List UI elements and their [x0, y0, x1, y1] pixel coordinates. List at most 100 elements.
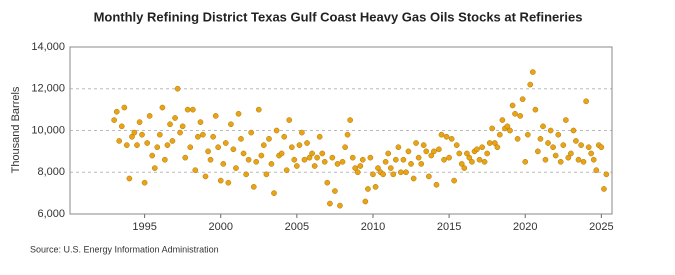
data-point: [268, 161, 275, 167]
x-tick-label: 2020: [513, 221, 537, 233]
data-point: [195, 133, 201, 140]
data-point: [466, 154, 473, 161]
data-point: [423, 148, 430, 155]
data-point: [464, 150, 470, 157]
data-point: [527, 81, 534, 88]
data-point: [296, 142, 303, 148]
data-point: [172, 115, 178, 121]
data-point: [255, 106, 262, 113]
data-point: [187, 144, 194, 151]
data-point: [448, 136, 455, 142]
data-point: [167, 121, 173, 128]
y-tick-label: 10,000: [31, 124, 65, 136]
data-point: [263, 171, 270, 178]
data-point: [514, 136, 521, 142]
data-point: [481, 158, 488, 165]
data-point: [563, 117, 569, 123]
data-point: [230, 146, 237, 153]
data-point: [375, 165, 381, 171]
data-point: [542, 156, 549, 163]
data-point: [220, 161, 227, 167]
data-point: [380, 171, 387, 178]
data-point: [560, 142, 567, 148]
data-point: [461, 165, 468, 171]
data-point: [179, 123, 186, 130]
data-point: [573, 138, 579, 144]
data-point: [443, 133, 450, 140]
data-point: [593, 167, 600, 174]
data-point: [311, 163, 318, 169]
data-point: [372, 184, 379, 190]
data-point: [200, 131, 206, 138]
data-point: [453, 142, 460, 148]
data-point: [578, 142, 584, 148]
data-point: [598, 144, 605, 151]
data-point: [258, 152, 265, 159]
data-point: [253, 158, 260, 165]
data-point: [121, 104, 128, 111]
data-point: [281, 133, 288, 140]
data-point: [228, 121, 234, 128]
data-point: [433, 181, 440, 188]
data-point: [136, 119, 143, 126]
data-point: [585, 144, 592, 151]
data-point: [474, 146, 480, 153]
data-point: [509, 102, 516, 109]
data-point: [504, 123, 511, 130]
source-note: Source: U.S. Energy Information Administ…: [30, 244, 219, 254]
data-point: [451, 177, 457, 184]
data-point: [159, 104, 166, 111]
data-point: [479, 144, 485, 151]
data-point: [266, 136, 272, 142]
data-point: [271, 190, 277, 196]
data-point: [507, 127, 513, 134]
data-point: [156, 131, 163, 138]
data-point: [550, 144, 556, 151]
data-point: [273, 127, 280, 134]
data-point: [215, 144, 221, 151]
data-point: [588, 150, 594, 157]
x-tick-label: 2000: [208, 221, 232, 233]
data-point: [524, 131, 531, 138]
data-point: [288, 144, 295, 151]
data-point: [207, 156, 214, 163]
data-point: [141, 179, 148, 186]
data-point: [446, 154, 452, 161]
data-point: [517, 113, 524, 119]
data-point: [535, 148, 541, 155]
data-point: [395, 144, 402, 151]
data-point: [250, 184, 257, 190]
data-point: [441, 156, 447, 163]
data-point: [529, 69, 536, 75]
data-point: [319, 150, 326, 157]
data-point: [545, 140, 551, 146]
data-point: [410, 175, 417, 182]
data-point: [583, 98, 589, 105]
data-point: [496, 131, 503, 138]
data-point: [222, 140, 229, 146]
data-point: [248, 129, 255, 136]
data-point: [321, 158, 328, 165]
data-point: [354, 169, 361, 176]
data-point: [557, 158, 564, 165]
data-point: [476, 156, 483, 163]
plot-frame: [69, 46, 613, 215]
data-point: [489, 125, 496, 132]
data-point: [428, 152, 435, 159]
data-point: [522, 158, 529, 165]
data-point: [405, 148, 412, 155]
data-point: [151, 165, 158, 171]
data-point: [413, 140, 419, 146]
data-point: [392, 156, 399, 163]
data-point: [126, 175, 133, 182]
data-point: [415, 154, 422, 161]
data-point: [590, 156, 597, 163]
x-tick-label: 2025: [589, 221, 613, 233]
data-point: [565, 154, 572, 161]
data-point: [403, 169, 409, 176]
data-point: [260, 142, 267, 148]
data-point: [491, 140, 498, 146]
data-point: [329, 154, 336, 161]
data-point: [162, 156, 168, 163]
data-point: [149, 152, 156, 159]
